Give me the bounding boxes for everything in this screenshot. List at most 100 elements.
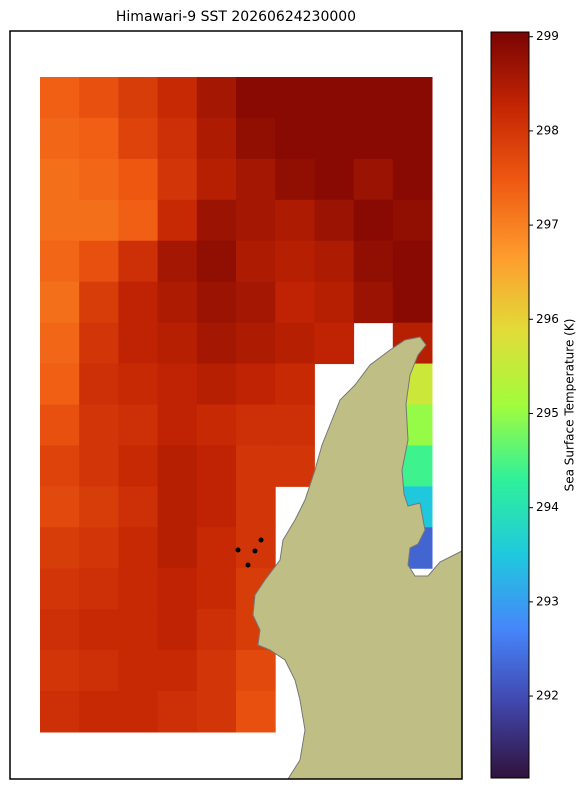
heatmap-cell bbox=[196, 281, 237, 324]
heatmap-cell bbox=[314, 322, 355, 365]
heatmap-cell bbox=[236, 322, 276, 365]
heatmap-cell bbox=[118, 527, 159, 569]
heatmap-cell bbox=[157, 404, 198, 446]
heatmap-cell bbox=[40, 650, 80, 692]
heatmap-cell bbox=[118, 486, 159, 528]
heatmap-cell bbox=[40, 322, 80, 365]
heatmap-cell bbox=[118, 117, 159, 160]
heatmap-cell bbox=[196, 650, 237, 692]
heatmap-cell bbox=[392, 77, 433, 119]
heatmap-cell bbox=[157, 77, 198, 119]
station bbox=[245, 562, 251, 568]
heatmap-cell bbox=[236, 240, 276, 283]
heatmap-cell bbox=[275, 404, 315, 446]
heatmap-cell bbox=[275, 117, 315, 160]
heatmap-cell bbox=[236, 199, 276, 242]
heatmap-cell bbox=[275, 158, 315, 201]
heatmap-cell bbox=[157, 486, 198, 528]
colorbar-tick-label: 298 bbox=[536, 123, 559, 137]
heatmap-cell bbox=[40, 404, 80, 446]
heatmap-cell bbox=[236, 281, 276, 324]
heatmap-cell bbox=[79, 363, 119, 405]
heatmap-cell bbox=[79, 404, 119, 446]
heatmap-cell bbox=[353, 158, 394, 201]
heatmap-cell bbox=[314, 199, 355, 242]
heatmap-cell bbox=[40, 77, 80, 119]
heatmap-cell bbox=[196, 486, 237, 528]
heatmap-cell bbox=[40, 363, 80, 405]
station bbox=[258, 537, 264, 543]
heatmap-cell bbox=[236, 527, 276, 569]
heatmap-cell bbox=[157, 650, 198, 692]
heatmap-cell bbox=[118, 363, 159, 405]
heatmap-cell bbox=[118, 240, 159, 283]
heatmap-cell bbox=[392, 117, 433, 160]
heatmap-cell bbox=[196, 691, 237, 733]
heatmap-cell bbox=[79, 650, 119, 692]
station-markers bbox=[235, 537, 264, 568]
heatmap-cell bbox=[196, 322, 237, 365]
heatmap-cell bbox=[196, 77, 237, 119]
heatmap-cell bbox=[236, 445, 276, 487]
heatmap-cell bbox=[314, 281, 355, 324]
heatmap-cell bbox=[236, 404, 276, 446]
heatmap-cell bbox=[353, 77, 394, 119]
heatmap-cell bbox=[79, 281, 119, 324]
heatmap-cell bbox=[79, 240, 119, 283]
colorbar-label: Sea Surface Temperature (K) bbox=[563, 319, 577, 492]
heatmap-cell bbox=[236, 77, 276, 119]
heatmap-cell bbox=[40, 199, 80, 242]
heatmap-cell bbox=[40, 609, 80, 651]
map-frame bbox=[9, 30, 463, 780]
heatmap-cell bbox=[353, 240, 394, 283]
heatmap-cell bbox=[40, 527, 80, 569]
heatmap-cell bbox=[157, 158, 198, 201]
heatmap-cell bbox=[118, 322, 159, 365]
heatmap-cell bbox=[118, 691, 159, 733]
colorbar-tick-label: 299 bbox=[536, 29, 559, 43]
colorbar-tick-label: 293 bbox=[536, 594, 559, 608]
colorbar-tick-label: 294 bbox=[536, 500, 559, 514]
heatmap-cell bbox=[118, 404, 159, 446]
heatmap-cell bbox=[196, 240, 237, 283]
heatmap-cell bbox=[275, 77, 315, 119]
heatmap-cell bbox=[275, 240, 315, 283]
heatmap-cell bbox=[236, 650, 276, 692]
heatmap-cell bbox=[79, 117, 119, 160]
heatmap-cell bbox=[40, 486, 80, 528]
heatmap-cell bbox=[392, 240, 433, 283]
heatmap-cell bbox=[392, 199, 433, 242]
heatmap-cell bbox=[157, 363, 198, 405]
heatmap-cell bbox=[196, 404, 237, 446]
heatmap-cell bbox=[79, 609, 119, 651]
colorbar-tick-label: 297 bbox=[536, 218, 559, 232]
heatmap-cell bbox=[79, 527, 119, 569]
heatmap-cell bbox=[157, 281, 198, 324]
heatmap-cell bbox=[118, 158, 159, 201]
heatmap-cell bbox=[392, 158, 433, 201]
heatmap-cell bbox=[236, 363, 276, 405]
heatmap-cell bbox=[236, 691, 276, 733]
heatmap-cell bbox=[79, 199, 119, 242]
heatmap-cell bbox=[157, 609, 198, 651]
heatmap-cell bbox=[236, 158, 276, 201]
heatmap-cell bbox=[275, 445, 315, 487]
heatmap-cell bbox=[275, 199, 315, 242]
heatmap-cell bbox=[196, 199, 237, 242]
heatmap-cell bbox=[79, 691, 119, 733]
heatmap-cell bbox=[196, 568, 237, 610]
heatmap-cell bbox=[157, 199, 198, 242]
heatmap-cell bbox=[275, 322, 315, 365]
heatmap-cell bbox=[314, 158, 355, 201]
station bbox=[235, 547, 241, 553]
heatmap-cell bbox=[196, 445, 237, 487]
colorbar-tick-label: 292 bbox=[536, 689, 559, 703]
heatmap-cell bbox=[40, 158, 80, 201]
heatmap-cell bbox=[157, 117, 198, 160]
heatmap-cell bbox=[118, 568, 159, 610]
heatmap-cell bbox=[40, 568, 80, 610]
heatmap-cell bbox=[275, 363, 315, 405]
heatmap-cell bbox=[236, 486, 276, 528]
heatmap-cell bbox=[118, 199, 159, 242]
